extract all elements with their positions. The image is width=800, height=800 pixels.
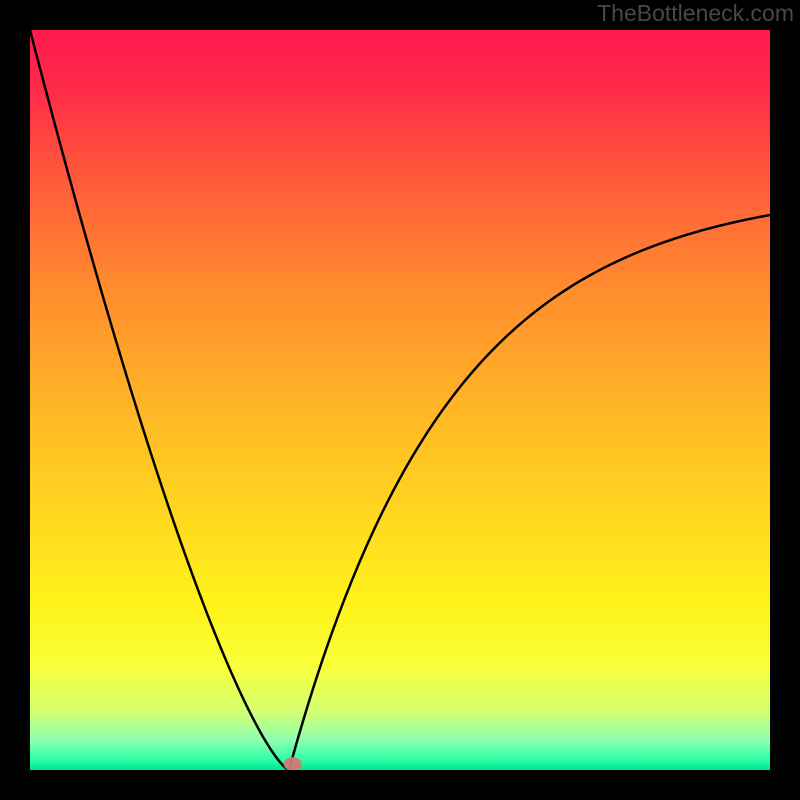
chart-container: { "canvas": { "width": 800, "height": 80… <box>0 0 800 800</box>
gradient-background <box>30 30 770 770</box>
watermark-text: TheBottleneck.com <box>597 0 794 27</box>
plot-area <box>30 30 770 770</box>
